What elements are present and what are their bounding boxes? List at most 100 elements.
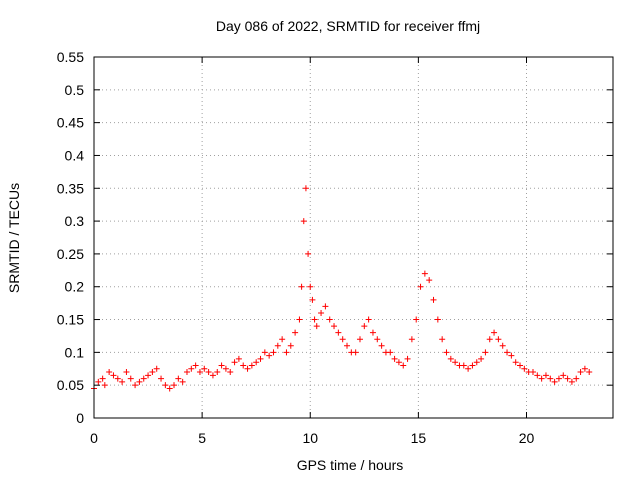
- x-tick-label: 5: [198, 430, 206, 446]
- data-point: [465, 365, 472, 372]
- y-tick-label: 0.35: [57, 180, 84, 196]
- x-tick-label: 15: [411, 430, 427, 446]
- data-point: [573, 375, 580, 382]
- data-point: [248, 362, 255, 369]
- y-tick-label: 0.5: [65, 82, 85, 98]
- data-point: [335, 329, 342, 336]
- data-point: [504, 349, 511, 356]
- data-point: [417, 283, 424, 290]
- data-point: [369, 329, 376, 336]
- data-point: [344, 342, 351, 349]
- y-axis: 0 0.05 0.1 0.15 0.2 0.25 0.3 0.35 0.4 0.45 0.5 0.55: [57, 49, 613, 426]
- y-tick-label: 0.25: [57, 246, 84, 262]
- data-point: [447, 355, 454, 362]
- data-point: [114, 375, 121, 382]
- data-point: [300, 218, 307, 225]
- data-point: [542, 372, 549, 379]
- data-point: [512, 359, 519, 366]
- data-point: [339, 336, 346, 343]
- plot-frame: [93, 56, 614, 419]
- data-point: [400, 362, 407, 369]
- data-point: [581, 365, 588, 372]
- data-point: [201, 365, 208, 372]
- data-point: [564, 375, 571, 382]
- data-point: [110, 372, 117, 379]
- data-point: [352, 349, 359, 356]
- y-tick-label: 0.3: [65, 213, 85, 229]
- data-point: [391, 355, 398, 362]
- data-point: [434, 316, 441, 323]
- data-point: [95, 378, 102, 385]
- data-point: [560, 372, 567, 379]
- data-point: [482, 349, 489, 356]
- data-point: [244, 365, 251, 372]
- data-point: [365, 316, 372, 323]
- data-point: [231, 359, 238, 366]
- x-tick-label: 0: [90, 430, 98, 446]
- data-point: [292, 329, 299, 336]
- data-point: [426, 277, 433, 284]
- data-point: [257, 355, 264, 362]
- data-point: [196, 369, 203, 376]
- data-point: [395, 359, 402, 366]
- data-point: [222, 365, 229, 372]
- data-point: [499, 342, 506, 349]
- data-point: [439, 336, 446, 343]
- y-tick-label: 0: [76, 410, 84, 426]
- data-point: [517, 362, 524, 369]
- data-point: [171, 382, 178, 389]
- data-point: [253, 359, 260, 366]
- data-point: [404, 355, 411, 362]
- data-point: [287, 342, 294, 349]
- data-point: [508, 352, 515, 359]
- data-point: [123, 369, 130, 376]
- data-point: [162, 382, 169, 389]
- x-axis-label: GPS time / hours: [297, 457, 404, 473]
- data-point: [227, 369, 234, 376]
- data-point: [318, 309, 325, 316]
- data-point: [361, 323, 368, 330]
- data-point: [469, 362, 476, 369]
- data-point: [356, 336, 363, 343]
- data-point: [452, 359, 459, 366]
- y-axis-label: SRMTID / TECUs: [6, 183, 22, 293]
- data-point: [443, 349, 450, 356]
- data-point: [261, 349, 268, 356]
- data-point: [270, 349, 277, 356]
- data-point: [240, 362, 247, 369]
- chart-title: Day 086 of 2022, SRMTID for receiver ffm…: [216, 18, 480, 34]
- data-point: [145, 372, 152, 379]
- data-point: [235, 355, 242, 362]
- data-point: [309, 296, 316, 303]
- data-point: [478, 355, 485, 362]
- data-point: [374, 336, 381, 343]
- data-point: [283, 349, 290, 356]
- data-point: [529, 369, 536, 376]
- data-point: [205, 369, 212, 376]
- data-point: [473, 359, 480, 366]
- data-point: [534, 372, 541, 379]
- data-point: [486, 336, 493, 343]
- data-point: [183, 369, 190, 376]
- data-point: [158, 375, 165, 382]
- data-point: [149, 369, 156, 376]
- data-point: [192, 362, 199, 369]
- data-point: [326, 316, 333, 323]
- data-point: [538, 375, 545, 382]
- data-point: [99, 375, 106, 382]
- data-points: [91, 185, 593, 392]
- data-point: [302, 185, 309, 192]
- data-point: [421, 270, 428, 277]
- data-point: [521, 365, 528, 372]
- x-axis: 0 5 10 15 20: [90, 57, 534, 446]
- y-tick-label: 0.2: [65, 279, 85, 295]
- data-point: [413, 316, 420, 323]
- data-point: [132, 382, 139, 389]
- data-point: [106, 369, 113, 376]
- data-point: [140, 375, 147, 382]
- data-point: [577, 369, 584, 376]
- data-point: [218, 362, 225, 369]
- data-point: [279, 336, 286, 343]
- y-tick-label: 0.55: [57, 49, 84, 65]
